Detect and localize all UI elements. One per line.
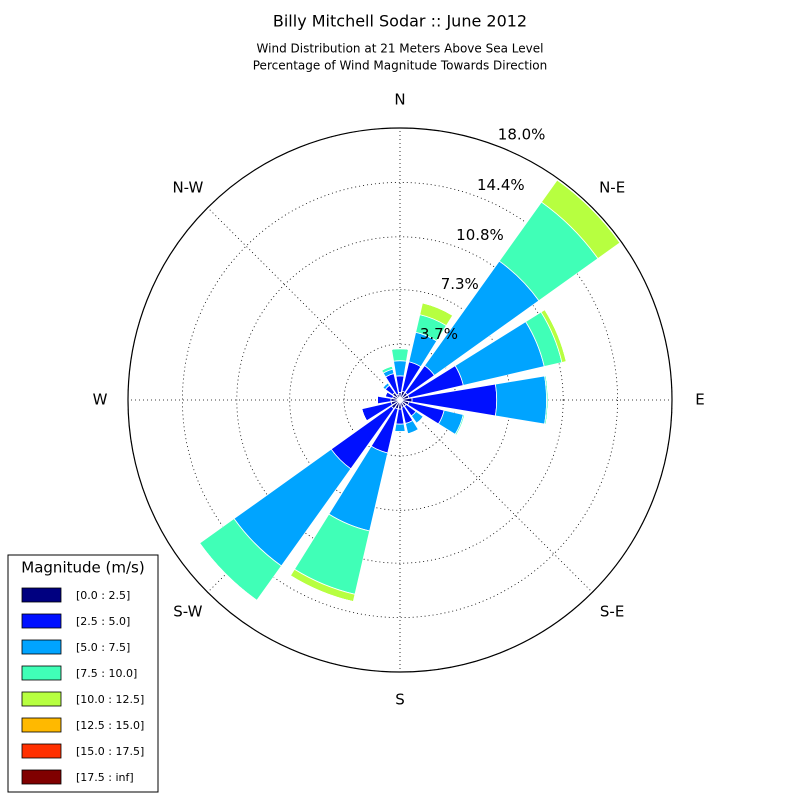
legend-swatch bbox=[21, 639, 62, 655]
legend-swatch bbox=[21, 587, 62, 603]
chart-subtitle: Percentage of Wind Magnitude Towards Dir… bbox=[253, 59, 547, 73]
legend-swatch bbox=[21, 691, 62, 707]
direction-label: E bbox=[695, 391, 704, 409]
legend-label: [15.0 : 17.5] bbox=[76, 745, 144, 758]
legend-swatch bbox=[21, 613, 62, 629]
outer-ring bbox=[127, 127, 673, 673]
legend-label: [2.5 : 5.0] bbox=[76, 615, 130, 628]
wind-bar-segment bbox=[382, 382, 388, 388]
legend-title: Magnitude (m/s) bbox=[21, 559, 144, 577]
grid-ring bbox=[181, 181, 619, 619]
wind-bar-segment bbox=[394, 423, 406, 433]
wind-bar-segment bbox=[407, 429, 419, 435]
direction-label: N-E bbox=[599, 178, 625, 196]
wind-bar-segment bbox=[557, 179, 621, 243]
legend-label: [7.5 : 10.0] bbox=[76, 667, 137, 680]
legend-label: [10.0 : 12.5] bbox=[76, 693, 144, 706]
legend-swatch bbox=[21, 743, 62, 759]
ring-label: 7.3% bbox=[441, 275, 479, 293]
legend-swatch bbox=[21, 665, 62, 681]
direction-label: W bbox=[93, 391, 108, 409]
radial-grid-line bbox=[399, 399, 593, 593]
legend-swatch bbox=[21, 769, 62, 785]
direction-label: N-W bbox=[172, 178, 203, 196]
chart-title: Billy Mitchell Sodar :: June 2012 bbox=[273, 12, 527, 31]
wind-bar-segment bbox=[544, 309, 567, 362]
chart-subtitle: Wind Distribution at 21 Meters Above Sea… bbox=[257, 42, 544, 56]
wind-bar-segment bbox=[384, 391, 388, 397]
wind-bar-segment bbox=[391, 348, 409, 362]
legend: Magnitude (m/s) [0.0 : 2.5] [2.5 : 5.0] [5.… bbox=[7, 554, 159, 793]
legend-label: [12.5 : 15.0] bbox=[76, 719, 144, 732]
wind-bar-segment bbox=[199, 542, 258, 601]
ring-label: 14.4% bbox=[477, 176, 525, 194]
legend-label: [5.0 : 7.5] bbox=[76, 641, 130, 654]
wind-bar-segment bbox=[381, 365, 393, 371]
ring-label: 18.0% bbox=[498, 126, 546, 144]
grid-ring bbox=[236, 236, 564, 564]
wind-bar-segment bbox=[494, 375, 547, 425]
ring-label: 3.7% bbox=[420, 325, 458, 343]
legend-label: [0.0 : 2.5] bbox=[76, 589, 130, 602]
direction-label: N bbox=[394, 91, 405, 109]
wind-bar-segment bbox=[545, 375, 549, 425]
direction-label: S-W bbox=[173, 603, 202, 621]
legend-swatch bbox=[21, 717, 62, 733]
direction-label: S-E bbox=[600, 603, 624, 621]
direction-label: S bbox=[395, 691, 405, 709]
radial-grid-line bbox=[207, 207, 401, 401]
legend-label: [17.5 : inf] bbox=[76, 771, 134, 784]
wind-bar-segment bbox=[393, 360, 407, 377]
ring-label: 10.8% bbox=[456, 226, 504, 244]
